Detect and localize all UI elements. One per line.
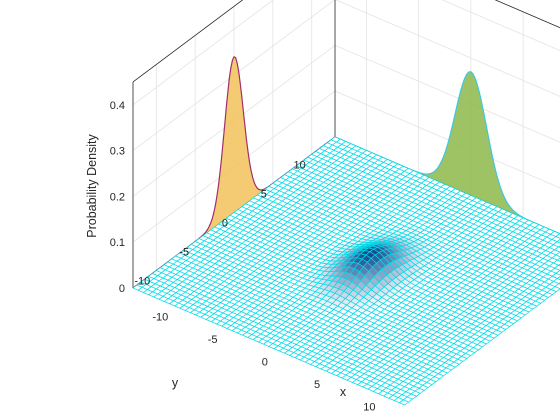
y-axis-label: y	[172, 376, 179, 390]
x-marginal-fill	[335, 71, 560, 234]
z-tick-label: 0.3	[110, 146, 125, 158]
box-edge	[494, 0, 560, 29]
x-tick-label: -5	[208, 334, 218, 346]
z-gridline	[132, 0, 560, 151]
z-tick-label: 0.2	[110, 191, 125, 203]
y-tick-label: 0	[222, 217, 228, 229]
y-tick-label: 5	[261, 188, 267, 200]
surface-mesh	[132, 136, 560, 406]
y-tick-label: -10	[134, 276, 150, 288]
x-tick-label: -10	[152, 312, 168, 324]
z-tick-label: 0.4	[110, 100, 125, 112]
y-marginal-fill	[133, 56, 335, 288]
x-tick-label: 10	[363, 402, 375, 414]
y-tick-label: 10	[293, 159, 305, 171]
mesh-cell	[557, 276, 560, 280]
x-axis-label: x	[340, 385, 347, 399]
mesh-cell	[399, 399, 409, 406]
box-edge	[132, 0, 244, 83]
y-tick-label: -5	[179, 247, 189, 259]
tick-labels: 0 0.1 0.2 0.3 0.4 -10 -5 0 5 10 -10 -5 0 5 10	[110, 100, 376, 414]
x-tick-label: 0	[262, 357, 268, 369]
x-tick-label: 5	[314, 379, 320, 391]
z-axis-label: Probability Density	[85, 133, 99, 237]
z-gridline	[132, 0, 560, 106]
z-tick-label: 0	[119, 283, 125, 295]
z-tick-label: 0.1	[110, 237, 125, 249]
